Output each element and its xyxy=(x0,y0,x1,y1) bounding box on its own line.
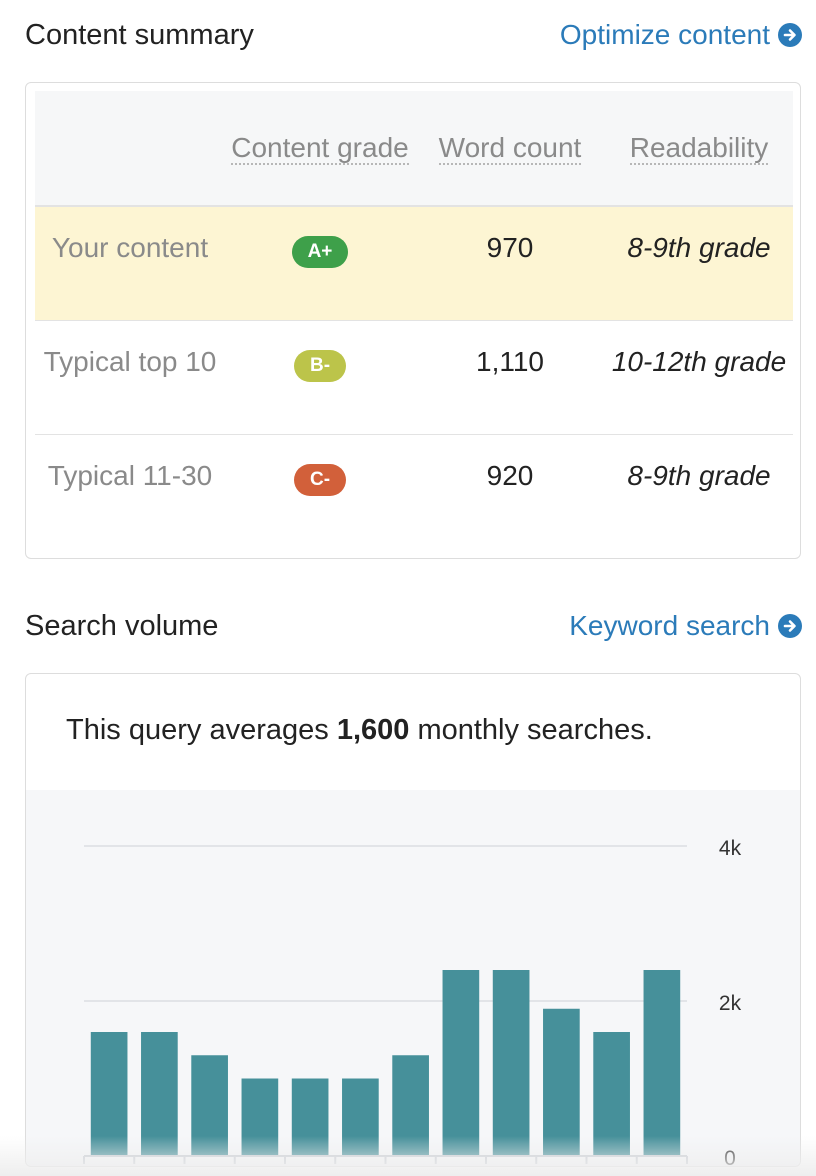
grade-badge: A+ xyxy=(291,236,349,268)
chart-area: 02k4kFeb 2017May 2017Aug 2017Nov 2017 xyxy=(26,790,800,1176)
bar xyxy=(643,970,681,1156)
table-row: Your content A+ 970 8-9th grade xyxy=(35,206,793,321)
optimize-content-link[interactable]: Optimize content xyxy=(560,19,802,51)
search-volume-title: Search volume xyxy=(25,609,219,642)
table-row: Typical 11-30 C- 920 8-9th grade xyxy=(35,434,793,548)
bar xyxy=(593,1032,630,1156)
arrow-right-circle-icon xyxy=(778,614,802,638)
readability-cell: 8-9th grade xyxy=(627,459,771,491)
row-label: Typical top 10 xyxy=(35,320,225,435)
column-header-readability[interactable]: Readability xyxy=(605,91,793,207)
optimize-content-label: Optimize content xyxy=(559,19,770,50)
row-label: Your content xyxy=(35,206,225,321)
grade-badge: B- xyxy=(293,349,347,382)
column-header-label: Word count xyxy=(438,132,582,165)
page-bottom-fade xyxy=(0,1136,816,1176)
search-volume-chart: 02k4kFeb 2017May 2017Aug 2017Nov 2017 xyxy=(83,837,742,1176)
column-header-word-count[interactable]: Word count xyxy=(415,91,605,207)
average-value: 1,600 xyxy=(336,714,410,746)
average-prefix: This query averages xyxy=(66,714,337,746)
average-searches-text: This query averages 1,600 monthly search… xyxy=(66,714,653,747)
search-volume-header: Search volume Keyword search xyxy=(25,605,802,647)
bar xyxy=(141,1032,178,1156)
search-volume-card: This query averages 1,600 monthly search… xyxy=(25,673,801,1176)
bar xyxy=(543,1008,580,1156)
bar xyxy=(492,970,530,1156)
column-header-blank xyxy=(35,91,225,207)
bar xyxy=(90,1032,128,1156)
keyword-search-link[interactable]: Keyword search xyxy=(569,610,802,642)
word-count-cell: 970 xyxy=(415,206,605,321)
content-summary-title: Content summary xyxy=(25,18,254,51)
word-count-cell: 1,110 xyxy=(415,320,605,435)
y-tick-label: 2k xyxy=(719,992,742,1015)
content-summary-table: Content grade Word count Readability You… xyxy=(35,91,793,548)
average-suffix: monthly searches. xyxy=(409,714,653,746)
table-header-row: Content grade Word count Readability xyxy=(35,91,793,207)
row-label: Typical 11-30 xyxy=(47,459,213,491)
keyword-search-label: Keyword search xyxy=(569,610,770,641)
table-row: Typical top 10 B- 1,110 10-12th grade xyxy=(35,320,793,435)
arrow-right-circle-icon xyxy=(778,23,802,47)
readability-cell: 10-12th grade xyxy=(605,320,793,435)
column-header-content-grade[interactable]: Content grade xyxy=(225,91,415,207)
word-count-cell: 920 xyxy=(486,459,534,491)
grade-cell: B- xyxy=(225,320,415,435)
content-summary-header: Content summary Optimize content xyxy=(25,14,802,56)
bar xyxy=(442,970,480,1156)
grade-badge: C- xyxy=(293,463,347,496)
grade-cell: C- xyxy=(225,434,415,548)
y-tick-label: 4k xyxy=(719,837,742,860)
column-header-label: Content grade xyxy=(231,132,409,165)
column-header-label: Readability xyxy=(629,132,769,165)
grade-cell: A+ xyxy=(225,206,415,321)
readability-cell: 8-9th grade xyxy=(605,206,793,321)
content-summary-card: Content grade Word count Readability You… xyxy=(25,82,801,559)
